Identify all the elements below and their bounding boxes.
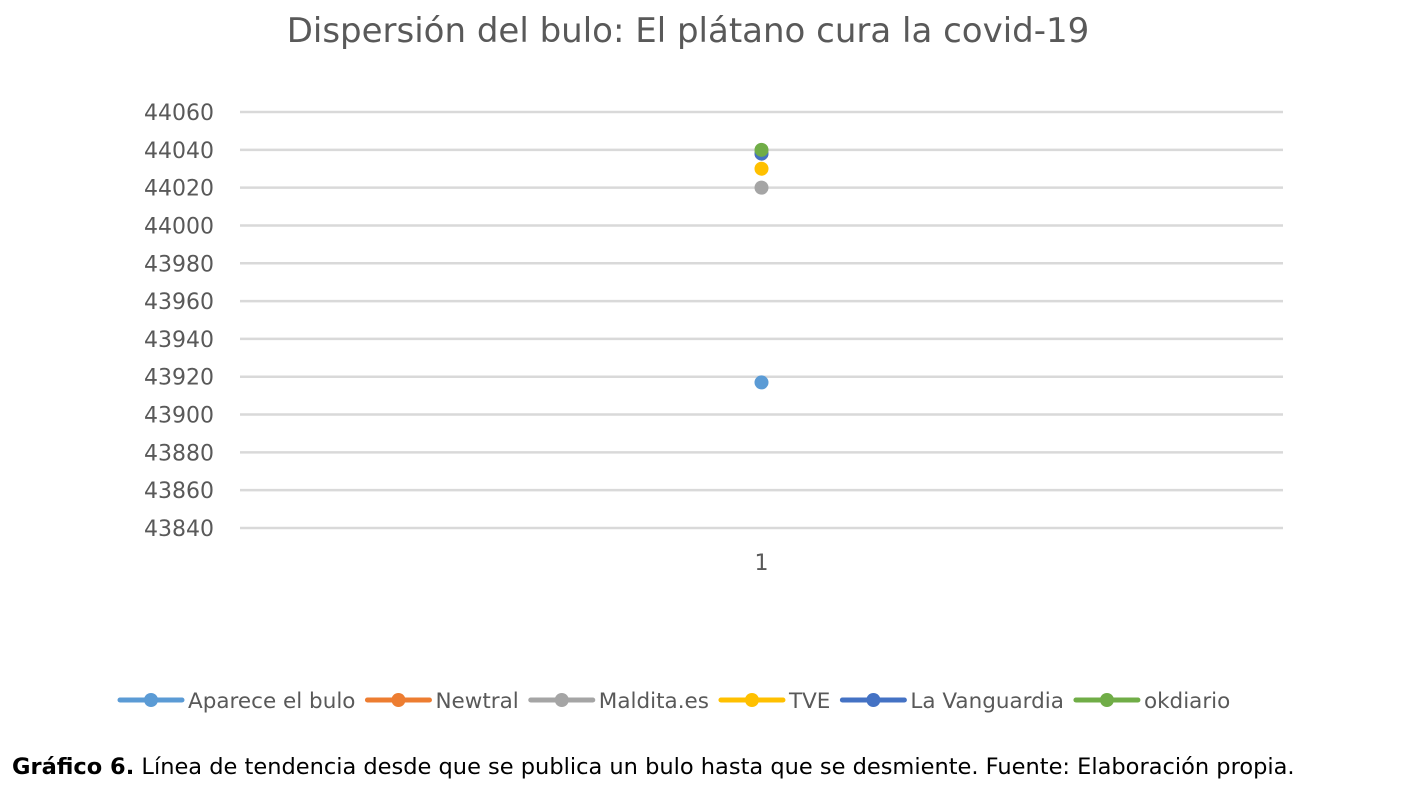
legend-label: Newtral xyxy=(435,689,518,714)
y-tick-label: 43940 xyxy=(144,328,214,353)
y-tick-label: 43880 xyxy=(144,441,214,466)
y-tick-label: 43980 xyxy=(144,252,214,277)
y-tick-label: 44000 xyxy=(144,214,214,239)
data-point xyxy=(754,375,769,390)
y-axis-ticks: 43840 43860 43880 43900 43920 43940 43960 43980… xyxy=(144,101,214,542)
data-point xyxy=(754,142,769,157)
y-tick-label: 44060 xyxy=(144,101,214,126)
y-tick-label: 43920 xyxy=(144,366,214,391)
legend-item: Maldita.es xyxy=(528,689,709,714)
legend-label: okdiario xyxy=(1144,689,1230,714)
legend-item: Newtral xyxy=(364,689,519,714)
legend-point-marker xyxy=(144,693,158,707)
legend-label: Aparece el bulo xyxy=(188,689,355,714)
legend-item: TVE xyxy=(718,689,830,714)
legend-point-marker xyxy=(1099,693,1114,707)
y-tick-label: 43960 xyxy=(144,290,214,315)
legend-point-marker xyxy=(554,693,569,707)
legend-label: La Vanguardia xyxy=(910,689,1064,714)
figure-caption: Gráfico 6. Línea de tendencia desde que … xyxy=(12,754,1402,780)
legend: Aparece el bulo Newtral Maldita.es TVE La Va… xyxy=(117,689,1230,714)
data-point xyxy=(754,180,769,195)
x-axis-ticks: 1 xyxy=(755,551,769,576)
y-tick-label: 43860 xyxy=(144,479,214,504)
data-points xyxy=(754,142,769,390)
y-tick-label: 44040 xyxy=(144,139,214,164)
y-tick-label: 43900 xyxy=(144,404,214,429)
caption-text: Línea de tendencia desde que se publica … xyxy=(134,754,1295,780)
caption-label: Gráfico 6. xyxy=(12,754,135,780)
chart: Dispersión del bulo: El plátano cura la … xyxy=(117,11,1283,714)
y-tick-label: 43840 xyxy=(144,517,214,542)
y-tick-label: 44020 xyxy=(144,177,214,202)
legend-label: Maldita.es xyxy=(599,689,709,714)
legend-item: La Vanguardia xyxy=(839,689,1064,714)
legend-item: Aparece el bulo xyxy=(117,689,355,714)
legend-point-marker xyxy=(866,693,881,707)
legend-item: okdiario xyxy=(1073,689,1230,714)
x-tick-label: 1 xyxy=(755,551,769,576)
legend-label: TVE xyxy=(788,689,830,714)
legend-point-marker xyxy=(391,693,406,707)
legend-point-marker xyxy=(744,693,759,707)
data-point xyxy=(754,161,769,176)
chart-title: Dispersión del bulo: El plátano cura la … xyxy=(287,11,1090,51)
